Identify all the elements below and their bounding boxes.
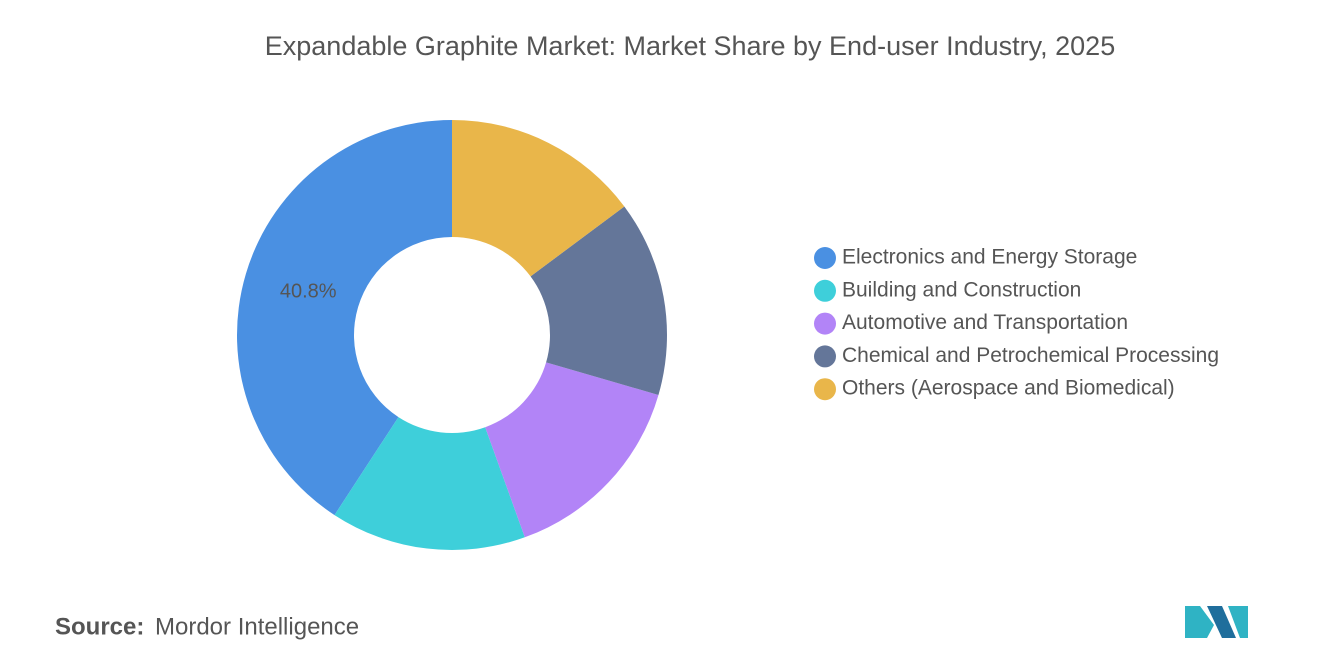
legend-marker bbox=[814, 345, 836, 368]
legend-label: Building and Construction bbox=[842, 278, 1081, 301]
donut: 40.8% bbox=[237, 120, 667, 550]
logo bbox=[1185, 606, 1248, 638]
legend-label: Automotive and Transportation bbox=[842, 311, 1128, 334]
source-label: Source: bbox=[55, 613, 144, 640]
legend-marker bbox=[814, 247, 836, 269]
slice bbox=[334, 417, 525, 550]
slice bbox=[237, 120, 452, 516]
legend-label: Electronics and Energy Storage bbox=[842, 246, 1137, 269]
legend-marker bbox=[814, 378, 836, 401]
source: Mordor Intelligence bbox=[155, 613, 359, 640]
slice bbox=[530, 206, 667, 395]
slice bbox=[485, 362, 659, 538]
slice bbox=[452, 120, 625, 277]
legend: Electronics and Energy Storage Building a… bbox=[814, 246, 1219, 401]
legend-label: Others (Aerospace and Biomedical) bbox=[842, 377, 1175, 400]
chart-title: Expandable Graphite Market: Market Share… bbox=[265, 31, 1115, 61]
legend-marker bbox=[814, 279, 836, 302]
data-label: 40.8% bbox=[280, 281, 337, 303]
legend-marker bbox=[814, 312, 836, 335]
legend-label: Chemical and Petrochemical Processing bbox=[842, 344, 1219, 367]
